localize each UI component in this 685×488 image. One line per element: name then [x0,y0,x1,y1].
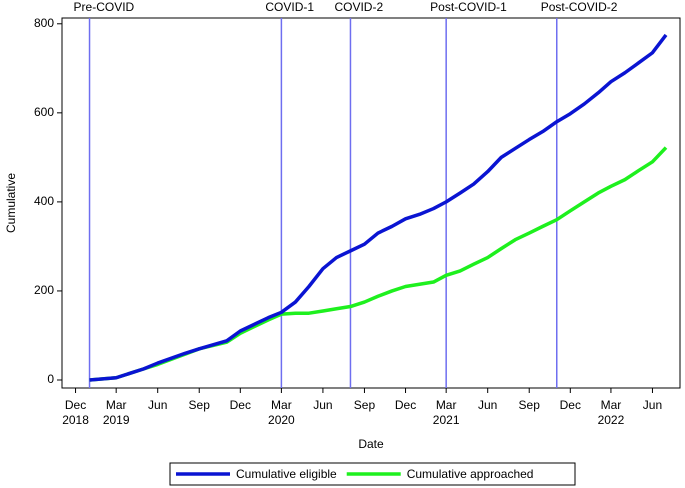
legend-box [169,462,576,486]
x-tick-label: Mar [271,398,292,412]
x-tick-label: Jun [148,398,167,412]
y-tick-label: 0 [47,372,54,386]
x-tick-year: 2019 [103,413,130,427]
series-line [89,146,668,382]
legend-label: Cumulative eligible [236,467,337,481]
x-tick-label: Sep [354,398,376,412]
x-tick-label: Jun [313,398,332,412]
x-tick-year: 2020 [268,413,295,427]
x-tick-label: Jun [643,398,662,412]
series-line [89,33,668,382]
x-tick-label: Mar [601,398,622,412]
y-tick-label: 800 [34,16,54,30]
x-tick-year: 2018 [62,413,89,427]
x-tick-label: Dec [560,398,581,412]
y-tick-label: 200 [34,283,54,297]
x-tick-label: Dec [65,398,86,412]
event-label: COVID-2 [334,0,383,14]
x-axis-label: Date [358,437,384,451]
x-tick-label: Mar [436,398,457,412]
x-tick-label: Sep [189,398,211,412]
x-tick-year: 2021 [433,413,460,427]
event-label: COVID-1 [265,0,314,14]
event-label: Post-COVID-2 [541,0,618,14]
x-tick-label: Sep [519,398,541,412]
legend-label: Cumulative approached [407,467,534,481]
x-tick-label: Mar [106,398,127,412]
x-tick-year: 2022 [598,413,625,427]
plot-frame [61,17,681,389]
y-tick-label: 600 [34,105,54,119]
x-tick-label: Jun [478,398,497,412]
x-tick-label: Dec [230,398,251,412]
y-axis-label: Cumulative [4,173,18,233]
event-label: Pre-COVID [74,0,135,14]
x-tick-label: Dec [395,398,416,412]
y-tick-label: 400 [34,194,54,208]
event-label: Post-COVID-1 [430,0,507,14]
